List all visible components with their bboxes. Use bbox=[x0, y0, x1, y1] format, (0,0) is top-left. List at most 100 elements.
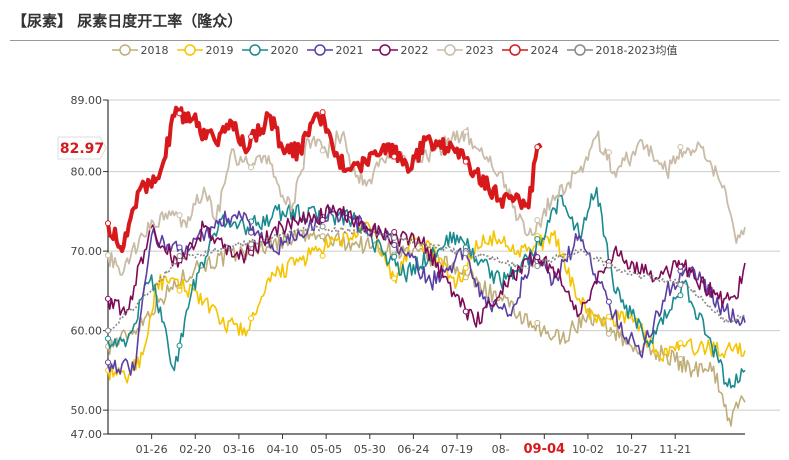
series-2018-2023均值 bbox=[105, 223, 746, 334]
data-point bbox=[248, 229, 255, 236]
data-point bbox=[105, 252, 111, 259]
y-tick-label: 50.00 bbox=[71, 404, 103, 417]
legend-item-2023[interactable]: 2023 bbox=[436, 43, 494, 57]
title-divider bbox=[10, 40, 779, 41]
data-point bbox=[605, 298, 612, 305]
y-tick-label: 70.00 bbox=[71, 245, 103, 258]
data-point bbox=[176, 110, 183, 117]
data-point bbox=[176, 244, 183, 251]
series-line-2023 bbox=[107, 126, 746, 276]
legend-marker-icon bbox=[176, 44, 203, 56]
x-tick-label: 05-05 bbox=[310, 443, 342, 456]
data-point bbox=[319, 109, 326, 116]
data-point bbox=[534, 217, 541, 224]
legend-label: 2020 bbox=[270, 43, 299, 57]
series-line-2024 bbox=[106, 105, 543, 254]
data-point bbox=[677, 355, 684, 362]
annotation-label: 82.97 bbox=[60, 141, 104, 157]
x-tick-label: 10-27 bbox=[616, 443, 648, 456]
data-point bbox=[677, 281, 684, 288]
data-point bbox=[248, 164, 255, 171]
data-point bbox=[534, 144, 541, 151]
x-tick-label: 07-19 bbox=[441, 443, 473, 456]
legend-marker-icon bbox=[111, 44, 138, 56]
x-tick-label: 01-26 bbox=[136, 443, 168, 456]
x-tick-label: 09-04 bbox=[524, 442, 566, 457]
data-point bbox=[105, 327, 111, 334]
legend-marker-icon bbox=[241, 44, 268, 56]
legend-marker-icon bbox=[371, 44, 398, 56]
legend-marker-icon bbox=[501, 44, 528, 56]
data-point bbox=[248, 315, 255, 322]
data-point bbox=[105, 359, 111, 366]
legend: 2018 2019 2020 2021 2022 2023 2024 2018-2023均值 bbox=[0, 42, 789, 60]
data-point bbox=[176, 342, 183, 349]
legend-item-2022[interactable]: 2022 bbox=[371, 43, 429, 57]
series-line-2018 bbox=[107, 227, 746, 427]
series-2024 bbox=[105, 105, 543, 254]
data-point bbox=[248, 133, 255, 140]
data-point bbox=[462, 308, 469, 315]
series-line-2020 bbox=[107, 186, 746, 389]
data-point bbox=[391, 275, 398, 282]
y-tick-label: 80.00 bbox=[71, 166, 103, 179]
data-point bbox=[534, 319, 541, 326]
data-point bbox=[391, 228, 398, 235]
x-tick-label: 10-02 bbox=[572, 443, 604, 456]
legend-marker-icon bbox=[566, 44, 593, 56]
data-point bbox=[605, 313, 612, 320]
data-point bbox=[391, 234, 398, 241]
x-tick-label: 11-21 bbox=[659, 443, 691, 456]
data-point bbox=[677, 263, 684, 270]
data-point bbox=[319, 233, 326, 240]
x-tick-label: 05-30 bbox=[354, 443, 386, 456]
data-point bbox=[677, 143, 684, 150]
legend-item-2024[interactable]: 2024 bbox=[501, 43, 559, 57]
data-point bbox=[605, 330, 612, 337]
legend-label: 2019 bbox=[205, 43, 234, 57]
data-point bbox=[105, 295, 111, 302]
data-point bbox=[605, 149, 612, 156]
x-tick-label: 03-16 bbox=[223, 443, 255, 456]
legend-item-2021[interactable]: 2021 bbox=[306, 43, 364, 57]
data-point bbox=[248, 249, 255, 256]
data-point bbox=[176, 253, 183, 260]
data-point bbox=[534, 236, 541, 243]
legend-item-2020[interactable]: 2020 bbox=[241, 43, 299, 57]
data-point bbox=[462, 158, 469, 165]
data-point bbox=[105, 220, 111, 227]
data-point bbox=[391, 253, 398, 260]
y-tick-label: 47.00 bbox=[71, 428, 103, 441]
data-point bbox=[176, 287, 183, 294]
data-point bbox=[462, 128, 469, 135]
legend-item-2019[interactable]: 2019 bbox=[176, 43, 234, 57]
data-point bbox=[677, 292, 684, 299]
x-tick-label: 08- bbox=[492, 443, 510, 456]
chart-title: 【尿素】 尿素日度开工率（隆众） bbox=[12, 12, 243, 30]
legend-label: 2021 bbox=[335, 43, 364, 57]
legend-label: 2023 bbox=[465, 43, 494, 57]
legend-item-2018-2023均值[interactable]: 2018-2023均值 bbox=[566, 42, 678, 58]
data-point bbox=[319, 223, 326, 230]
data-point bbox=[605, 262, 612, 269]
data-point bbox=[462, 250, 469, 257]
series-line-2022 bbox=[107, 204, 746, 328]
data-point bbox=[105, 335, 111, 342]
data-point bbox=[391, 242, 398, 249]
legend-label: 2024 bbox=[530, 43, 559, 57]
legend-label: 2018 bbox=[140, 43, 169, 57]
y-tick-label: 60.00 bbox=[71, 325, 103, 338]
x-tick-label: 06-24 bbox=[397, 443, 429, 456]
data-point bbox=[319, 217, 326, 224]
data-point bbox=[319, 147, 326, 154]
annotation-box bbox=[57, 136, 107, 160]
series-2020 bbox=[105, 186, 746, 389]
data-point bbox=[462, 264, 469, 271]
legend-item-2018[interactable]: 2018 bbox=[111, 43, 169, 57]
x-tick-label: 02-20 bbox=[179, 443, 211, 456]
legend-label: 2018-2023均值 bbox=[595, 44, 678, 57]
data-point bbox=[534, 254, 541, 261]
legend-marker-icon bbox=[306, 44, 333, 56]
